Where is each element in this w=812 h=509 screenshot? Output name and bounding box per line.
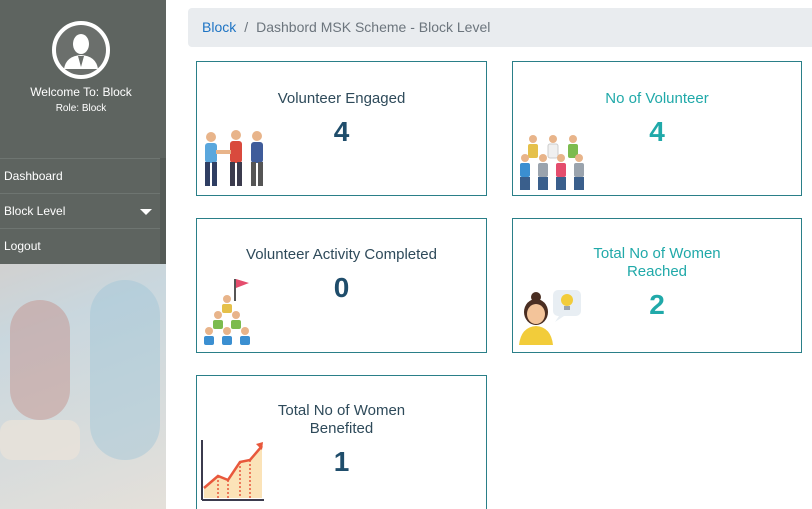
team-flag-pyramid-icon <box>204 279 250 345</box>
card-title: Volunteer Activity Completed <box>246 246 437 263</box>
volunteer-group-icon <box>520 135 584 190</box>
card-title-line2: Benefited <box>309 420 374 437</box>
sidebar-item-label: Block Level <box>4 204 66 218</box>
card-title-line1: Total No of Women <box>593 245 721 262</box>
sidebar-item-logout[interactable]: Logout <box>0 228 160 263</box>
role-text: Role: Block <box>55 103 107 114</box>
card-title: Volunteer Engaged <box>277 90 406 107</box>
user-avatar-icon <box>52 21 110 79</box>
caret-down-icon <box>140 209 152 215</box>
card-value: 4 <box>649 116 665 147</box>
sidebar-item-dashboard[interactable]: Dashboard <box>0 158 160 193</box>
breadcrumb-current: Dashbord MSK Scheme - Block Level <box>256 19 491 35</box>
sidebar: Welcome To: Block Role: Block Dashboard … <box>0 0 166 509</box>
welcome-text: Welcome To: Block <box>30 85 132 99</box>
card-title: No of Volunteer <box>605 90 709 107</box>
breadcrumb: Block / Dashbord MSK Scheme - Block Level <box>188 8 812 47</box>
card-volunteer-activity-completed[interactable]: Volunteer Activity Completed 0 <box>196 218 487 353</box>
card-title-line1: Total No of Women <box>277 402 406 419</box>
sidebar-background-image <box>10 300 70 420</box>
card-title-line2: Reached <box>626 263 688 280</box>
sidebar-item-block-level[interactable]: Block Level <box>0 193 160 228</box>
sidebar-header: Welcome To: Block Role: Block Dashboard … <box>0 0 166 264</box>
growth-chart-icon <box>201 440 264 501</box>
breadcrumb-separator: / <box>244 19 249 35</box>
woman-idea-icon <box>519 290 581 345</box>
sidebar-scrollbar[interactable] <box>160 158 166 264</box>
card-value: 2 <box>649 289 665 320</box>
breadcrumb-link-block[interactable]: Block <box>202 19 237 35</box>
card-women-benefited[interactable]: Total No of Women Benefited 1 <box>196 375 487 509</box>
card-no-of-volunteer[interactable]: No of Volunteer 4 <box>512 61 802 196</box>
card-volunteer-engaged[interactable]: Volunteer Engaged 4 <box>196 61 487 196</box>
card-value: 1 <box>333 446 350 477</box>
volunteers-handshake-icon <box>205 130 263 186</box>
card-women-reached[interactable]: Total No of Women Reached 2 <box>512 218 802 353</box>
card-value: 0 <box>333 272 350 303</box>
sidebar-nav: Dashboard Block Level Logout <box>0 158 160 263</box>
card-value: 4 <box>333 116 350 147</box>
